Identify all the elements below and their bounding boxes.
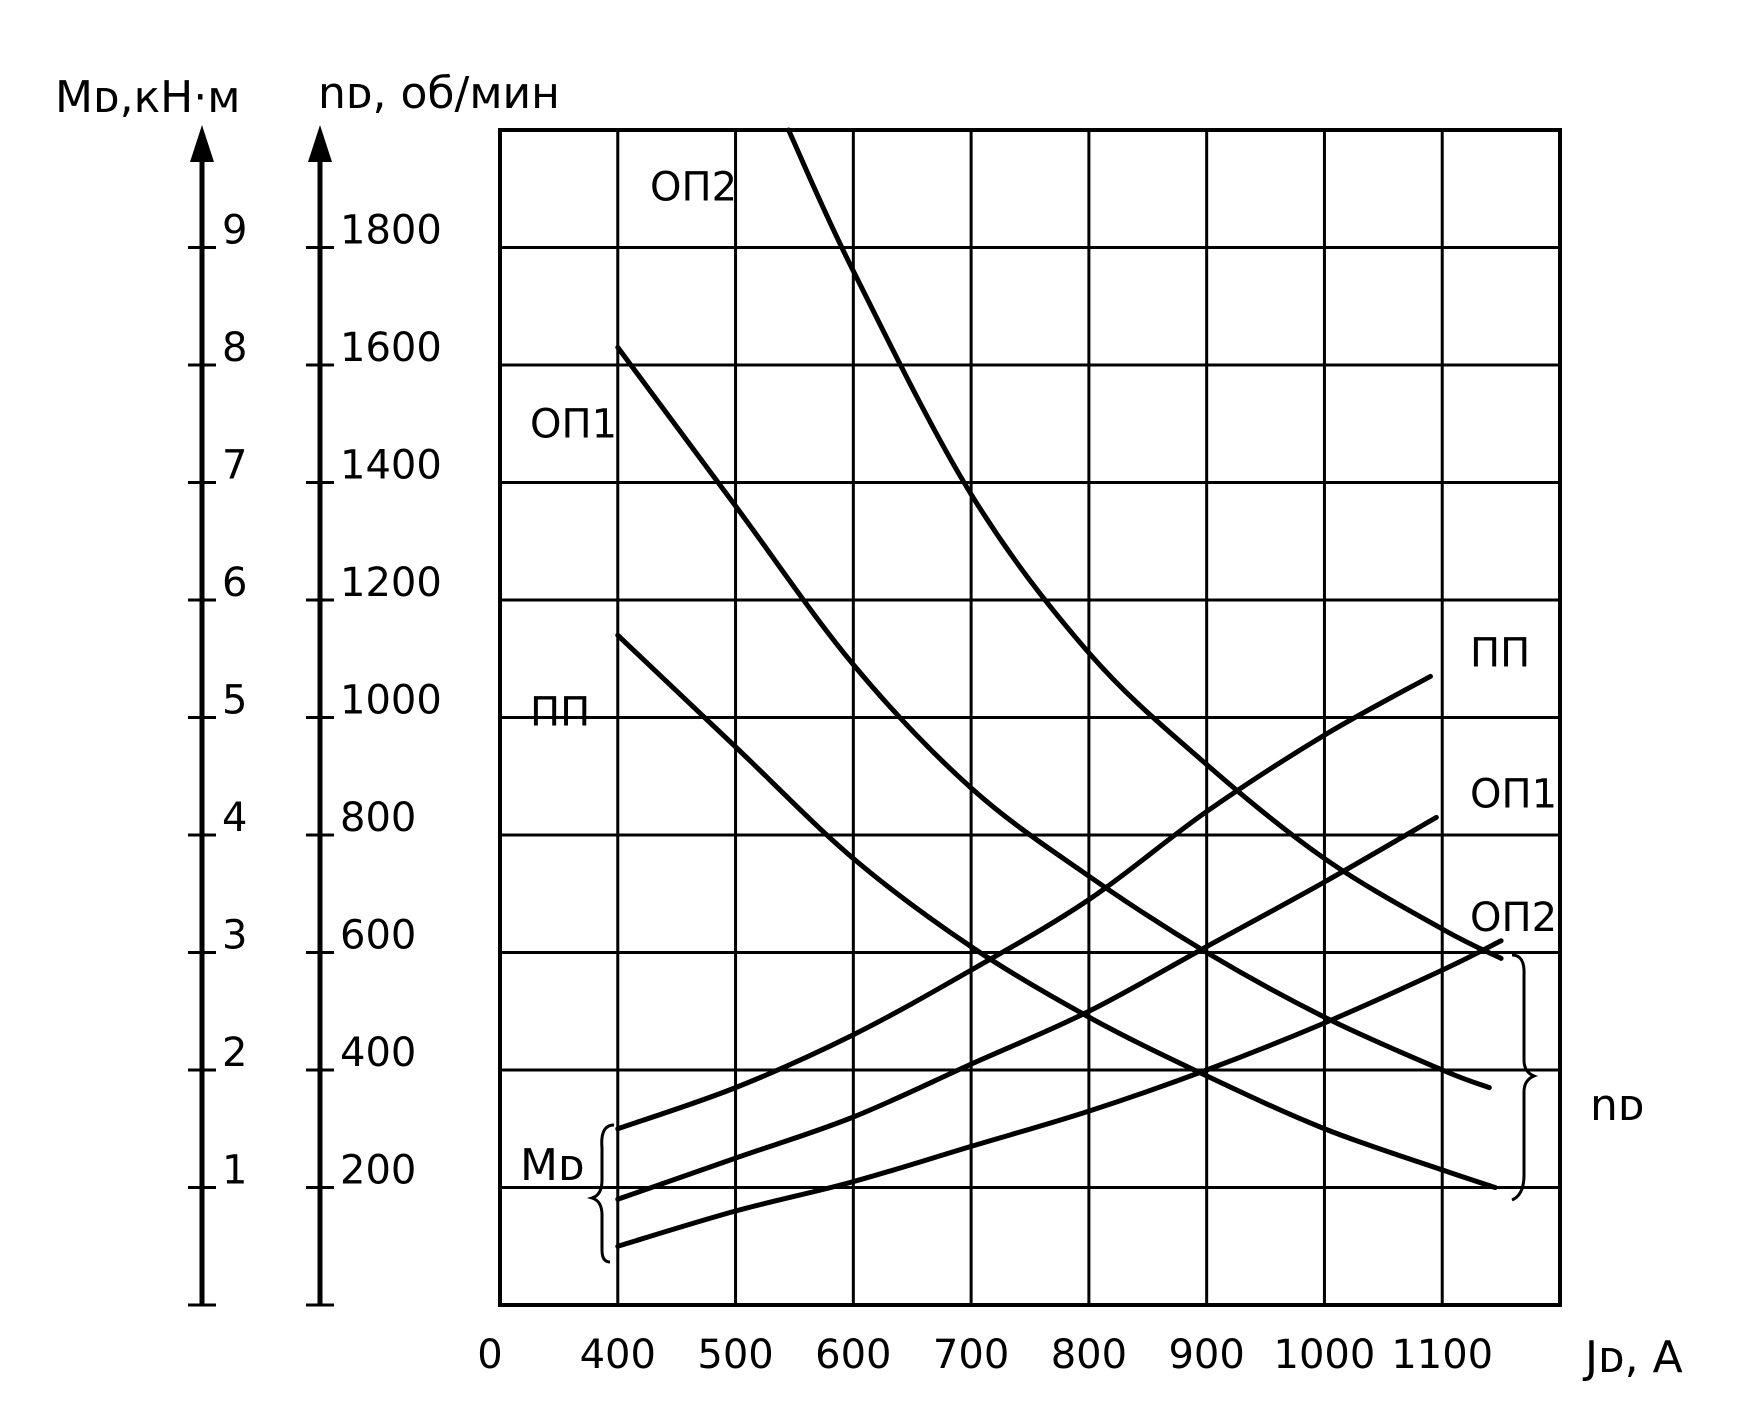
x-tick-label: 500 (697, 1332, 773, 1378)
y-tick-label: 1400 (340, 443, 442, 489)
x-tick-label: 800 (1051, 1332, 1127, 1378)
y-tick-label: 6 (222, 560, 247, 606)
x-tick-label: 400 (580, 1332, 656, 1378)
y-tick-label: 400 (340, 1030, 416, 1076)
y-tick-label: 2 (222, 1030, 247, 1076)
series-line-torque (615, 673, 1433, 1132)
series-label: ОП1 (530, 401, 617, 447)
torque-group-label: Mᴅ (520, 1140, 585, 1191)
y-tick-label: 800 (340, 795, 416, 841)
series-label: ОП2 (1470, 895, 1557, 941)
series-line-torque (615, 814, 1439, 1202)
x-tick-label: 1000 (1274, 1332, 1376, 1378)
series-line-speed (786, 127, 1504, 961)
x-axis-title: Jᴅ, A (1582, 1332, 1683, 1383)
series-label: ПП (1470, 630, 1530, 676)
y-tick-label: 200 (340, 1148, 416, 1194)
torque-axis-title: Mᴅ,кН·м (55, 72, 240, 123)
plot-grid: 0 400 500 600 700 800 900 1000 1100 (477, 128, 1562, 1378)
y-tick-label: 9 (222, 208, 247, 254)
series-line-torque (615, 938, 1504, 1249)
series-label: ОП2 (650, 165, 737, 211)
speed-axis-title: nᴅ, об/мин (318, 68, 560, 119)
group-braces (586, 953, 1539, 1264)
y-tick-label: 7 (222, 443, 247, 489)
y-tick-label: 3 (222, 913, 247, 959)
y-tick-label: 1000 (340, 678, 442, 724)
y-tick-label: 1 (222, 1148, 247, 1194)
y-tick-label: 1600 (340, 325, 442, 371)
y-tick-label: 1200 (340, 560, 442, 606)
series-label: ПП (530, 689, 590, 735)
curves: ОП2 ОП1 ПП ПП ОП1 ОП2 (530, 127, 1557, 1249)
series-line-speed (615, 632, 1498, 1190)
x-tick-label: 1100 (1391, 1332, 1493, 1378)
y-tick-label: 600 (340, 913, 416, 959)
x-tick-label: 900 (1168, 1332, 1244, 1378)
y-tick-label: 4 (222, 795, 247, 841)
y-tick-label: 1800 (340, 208, 442, 254)
x-tick-label: 600 (815, 1332, 891, 1378)
y-axis-arrow (308, 125, 332, 162)
y-axes: 1 2 3 4 5 6 7 8 9 200 400 600 800 1000 1200 1400 1600 180… (188, 125, 442, 1307)
series-label: ОП1 (1470, 771, 1557, 817)
series-line-speed (615, 344, 1492, 1091)
speed-group-label: nᴅ (1590, 1080, 1645, 1131)
y-axis-arrow (190, 125, 214, 162)
torque-brace (586, 1123, 615, 1264)
y-tick-label: 5 (222, 678, 247, 724)
y-tick-label: 8 (222, 325, 247, 371)
speed-brace (1511, 953, 1539, 1202)
x-tick-label: 0 (477, 1332, 502, 1378)
labels: Mᴅ,кН·м nᴅ, об/мин Jᴅ, A Mᴅ nᴅ (55, 68, 1683, 1383)
x-tick-label: 700 (933, 1332, 1009, 1378)
